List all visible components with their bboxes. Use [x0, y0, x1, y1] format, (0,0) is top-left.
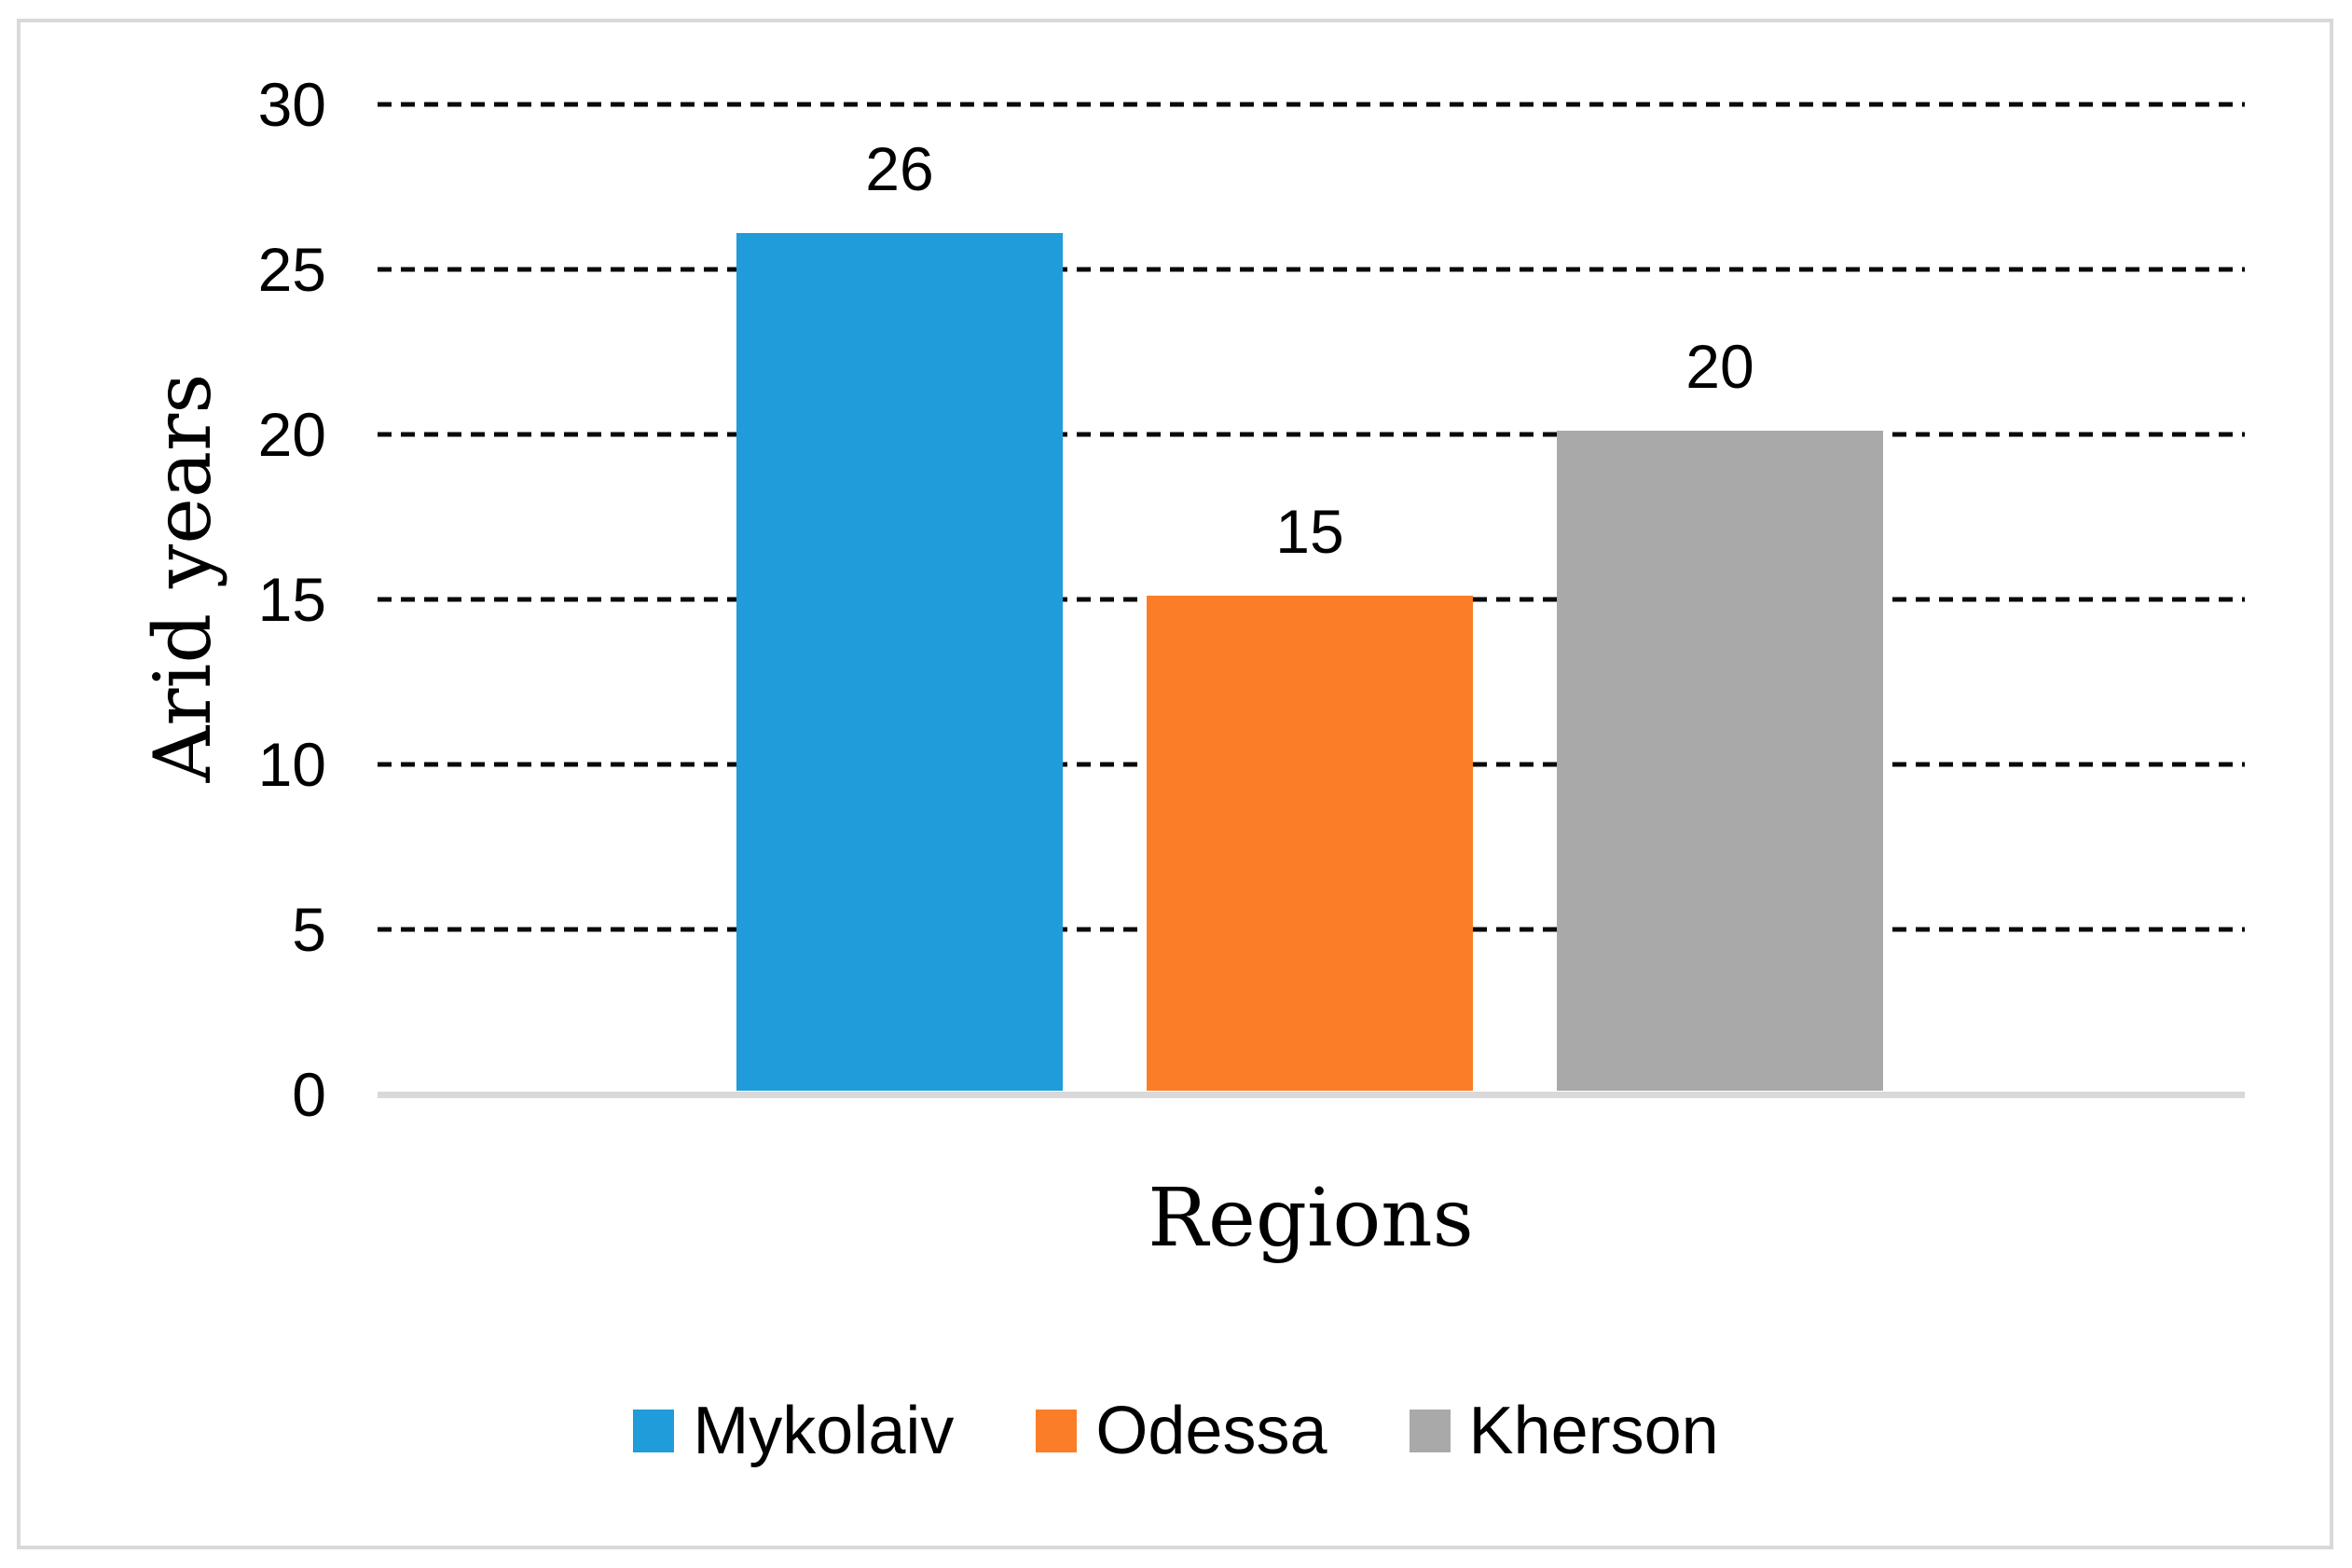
- legend-label-mykolaiv: Mykolaiv: [693, 1394, 955, 1468]
- y-tick-label-30: 30: [257, 70, 326, 139]
- legend: Mykolaiv Odessa Kherson: [0, 1386, 2352, 1476]
- legend-label-odessa: Odessa: [1095, 1394, 1327, 1468]
- legend-swatch-odessa: [1036, 1410, 1078, 1452]
- x-axis-title: Regions: [1148, 1172, 1474, 1265]
- legend-item-odessa: Odessa: [1036, 1397, 1327, 1465]
- legend-swatch-mykolaiv: [633, 1410, 675, 1452]
- y-tick-label-0: 0: [292, 1060, 326, 1129]
- gridline-30: [378, 102, 2245, 107]
- y-tick-label-20: 20: [257, 400, 326, 469]
- gridline-25: [378, 267, 2245, 272]
- y-tick-label-25: 25: [257, 235, 326, 304]
- plot-area: 26 15 20: [378, 102, 2245, 1098]
- bar-kherson: [1557, 431, 1883, 1091]
- legend-item-mykolaiv: Mykolaiv: [633, 1397, 954, 1465]
- data-label-kherson: 20: [1685, 332, 1754, 401]
- data-label-odessa: 15: [1275, 497, 1344, 566]
- legend-swatch-kherson: [1409, 1410, 1451, 1452]
- bar-odessa: [1147, 596, 1473, 1091]
- y-tick-label-15: 15: [257, 565, 326, 634]
- gridline-20: [378, 432, 2245, 437]
- y-tick-label-10: 10: [257, 730, 326, 799]
- bar-mykolaiv: [736, 233, 1063, 1091]
- x-axis-line: [378, 1092, 2245, 1098]
- y-tick-label-5: 5: [292, 895, 326, 964]
- legend-item-kherson: Kherson: [1409, 1394, 1719, 1468]
- legend-label-kherson: Kherson: [1468, 1394, 1719, 1468]
- data-label-mykolaiv: 26: [865, 134, 934, 203]
